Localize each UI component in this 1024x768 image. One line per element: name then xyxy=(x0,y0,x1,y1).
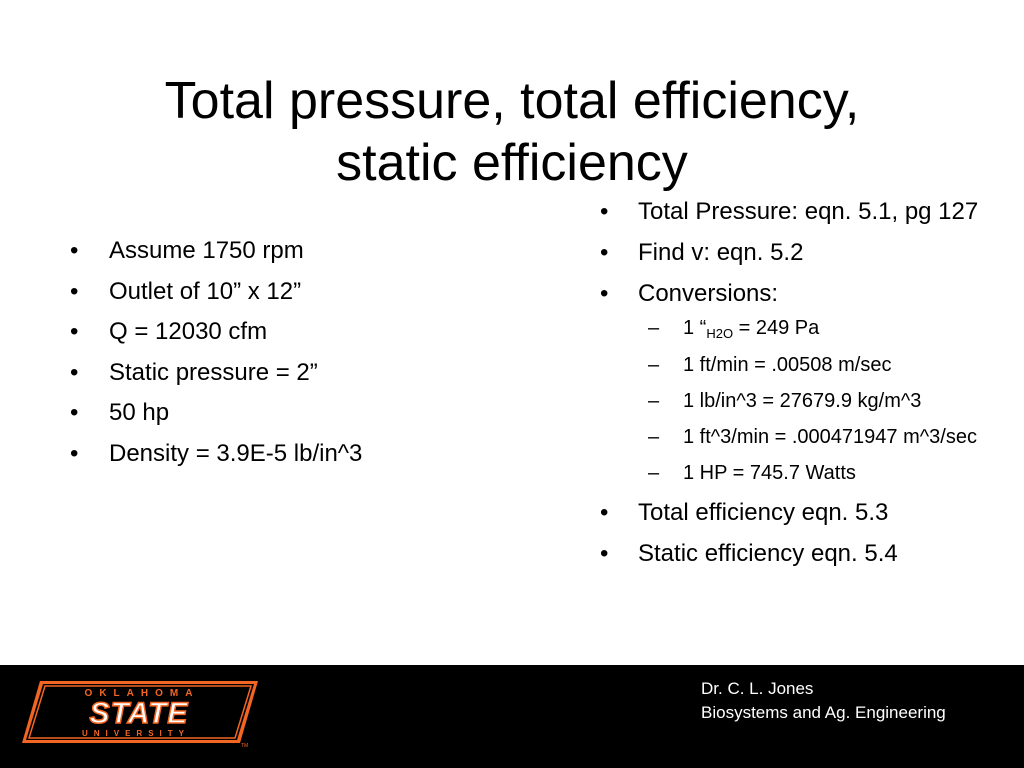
bullet-marker: • xyxy=(600,280,609,307)
conversion-text: 1 ft/min = .00508 m/sec xyxy=(683,354,892,376)
bullet-marker: • xyxy=(70,318,79,345)
bullet-text: Total efficiency eqn. 5.3 xyxy=(638,499,889,526)
footer-author: Dr. C. L. Jones xyxy=(701,679,814,698)
left-bullet-list: • Assume 1750 rpm • Outlet of 10” x 12” • Q… xyxy=(70,236,530,479)
list-item: • Assume 1750 rpm xyxy=(70,236,530,266)
list-item: • Total Pressure: eqn. 5.1, pg 127 xyxy=(600,196,1000,227)
list-item: • Density = 3.9E-5 lb/in^3 xyxy=(70,439,530,469)
bullet-text: 50 hp xyxy=(109,399,170,426)
sub-list-item: – 1 lb/in^3 = 27679.9 kg/m^3 xyxy=(638,388,1000,415)
bullet-text: Density = 3.9E-5 lb/in^3 xyxy=(109,439,363,467)
list-item: • Static efficiency eqn. 5.4 xyxy=(600,538,1000,569)
bullet-marker: • xyxy=(70,277,79,305)
dash-marker: – xyxy=(648,317,660,339)
logo-top-text: OKLAHOMA xyxy=(85,688,200,699)
bullet-text: Static efficiency eqn. 5.4 xyxy=(638,540,898,567)
bullet-marker: • xyxy=(70,439,79,467)
bullet-text: Q = 12030 cfm xyxy=(109,318,268,345)
list-item: • Q = 12030 cfm xyxy=(70,317,530,347)
dash-marker: – xyxy=(648,426,660,448)
list-item: • Conversions: – 1 “H2O = 249 Pa – 1 ft/min… xyxy=(600,278,1000,487)
bullet-text: Static pressure = 2” xyxy=(109,358,318,386)
bullet-marker: • xyxy=(70,237,79,264)
conversion-text: 1 lb/in^3 = 27679.9 kg/m^3 xyxy=(683,390,922,412)
logo-bottom-text: UNIVERSITY xyxy=(82,729,190,738)
dash-marker: – xyxy=(648,390,660,412)
bullet-marker: • xyxy=(600,499,609,526)
bullet-marker: • xyxy=(600,198,609,225)
logo-trademark-text: TM xyxy=(241,743,248,749)
logo-main-text: STATE xyxy=(90,697,189,730)
footer-credits: Dr. C. L. Jones Biosystems and Ag. Engin… xyxy=(701,677,946,725)
conversions-sublist: – 1 “H2O = 249 Pa – 1 ft/min = .00508 m/se… xyxy=(638,315,1000,487)
bullet-marker: • xyxy=(600,239,609,266)
bullet-text: Find v: eqn. 5.2 xyxy=(638,239,804,266)
bullet-text: Assume 1750 rpm xyxy=(109,237,304,264)
right-bullet-list: • Total Pressure: eqn. 5.1, pg 127 • Find … xyxy=(600,196,1000,579)
bullet-text: Outlet of 10” x 12” xyxy=(109,277,302,305)
list-item: • Static pressure = 2” xyxy=(70,358,530,388)
osu-logo: OKLAHOMA STATE UNIVERSITY TM xyxy=(22,681,258,749)
conversion-text: 1 HP = 745.7 Watts xyxy=(683,462,856,484)
sub-list-item: – 1 HP = 745.7 Watts xyxy=(638,460,1000,487)
title-line-2: static efficiency xyxy=(336,134,688,192)
list-item: • Outlet of 10” x 12” xyxy=(70,277,530,307)
logo-inner-border xyxy=(27,685,253,739)
slide-title: Total pressure, total efficiency, static… xyxy=(0,70,1024,194)
bullet-marker: • xyxy=(600,540,609,567)
footer-bar: OKLAHOMA STATE UNIVERSITY TM Dr. C. L. J… xyxy=(0,665,1024,768)
sub-list-item: – 1 ft^3/min = .000471947 m^3/sec xyxy=(638,424,1000,451)
subscript-text: H2O xyxy=(706,326,734,341)
sub-list-item: – 1 “H2O = 249 Pa xyxy=(638,315,1000,343)
footer-department: Biosystems and Ag. Engineering xyxy=(701,703,946,722)
conversion-text: = 249 Pa xyxy=(733,317,820,339)
logo-inner-shape xyxy=(26,684,254,740)
bullet-text: Conversions: xyxy=(638,280,779,307)
title-line-1: Total pressure, total efficiency, xyxy=(164,72,860,130)
list-item: • 50 hp xyxy=(70,398,530,428)
bullet-marker: • xyxy=(70,399,79,426)
conversion-text: 1 ft^3/min = .000471947 m^3/sec xyxy=(683,426,977,448)
dash-marker: – xyxy=(648,462,660,484)
conversion-text: 1 “ xyxy=(683,317,707,339)
sub-list-item: – 1 ft/min = .00508 m/sec xyxy=(638,352,1000,379)
bullet-marker: • xyxy=(70,358,79,386)
list-item: • Total efficiency eqn. 5.3 xyxy=(600,497,1000,528)
bullet-text: Total Pressure: eqn. 5.1, pg 127 xyxy=(638,198,979,225)
dash-marker: – xyxy=(648,354,660,376)
list-item: • Find v: eqn. 5.2 xyxy=(600,237,1000,268)
